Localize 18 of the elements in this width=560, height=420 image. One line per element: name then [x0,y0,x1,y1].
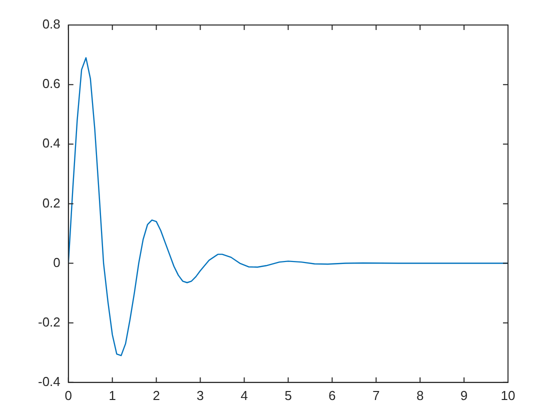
x-tick-label: 8 [416,388,424,403]
y-tick-label: -0.4 [38,374,60,389]
x-tick-label: 7 [372,388,380,403]
x-tick-label: 2 [152,388,160,403]
y-tick-label: -0.2 [38,314,60,330]
x-tick-label: 9 [460,388,468,403]
y-tick-label: 0 [53,254,60,270]
x-tick-label: 5 [284,388,292,403]
x-tick-label: 6 [328,388,336,403]
x-tick-label: 10 [500,388,516,403]
y-tick-label: 0.2 [42,195,60,210]
x-tick-label: 3 [196,388,204,403]
x-tick-label: 0 [64,388,72,403]
y-tick-label: 0.6 [42,76,60,92]
x-tick-label: 1 [108,388,116,403]
x-tick-label: 4 [240,388,248,403]
y-tick-label: 0.4 [42,136,60,151]
y-tick-label: 0.8 [42,16,60,32]
